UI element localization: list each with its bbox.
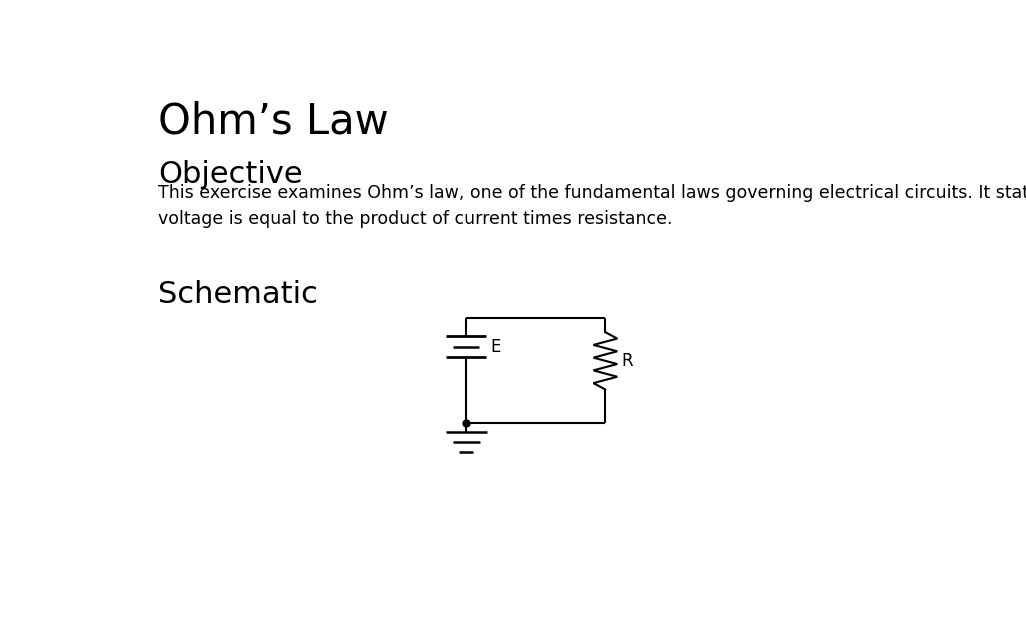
Text: E: E: [490, 337, 501, 355]
Text: Objective: Objective: [158, 161, 303, 189]
Text: This exercise examines Ohm’s law, one of the fundamental laws governing electric: This exercise examines Ohm’s law, one of…: [158, 184, 1026, 202]
Text: Ohm’s Law: Ohm’s Law: [158, 100, 389, 143]
Text: R: R: [621, 352, 633, 370]
Text: voltage is equal to the product of current times resistance.: voltage is equal to the product of curre…: [158, 210, 673, 228]
Text: Schematic: Schematic: [158, 280, 318, 309]
